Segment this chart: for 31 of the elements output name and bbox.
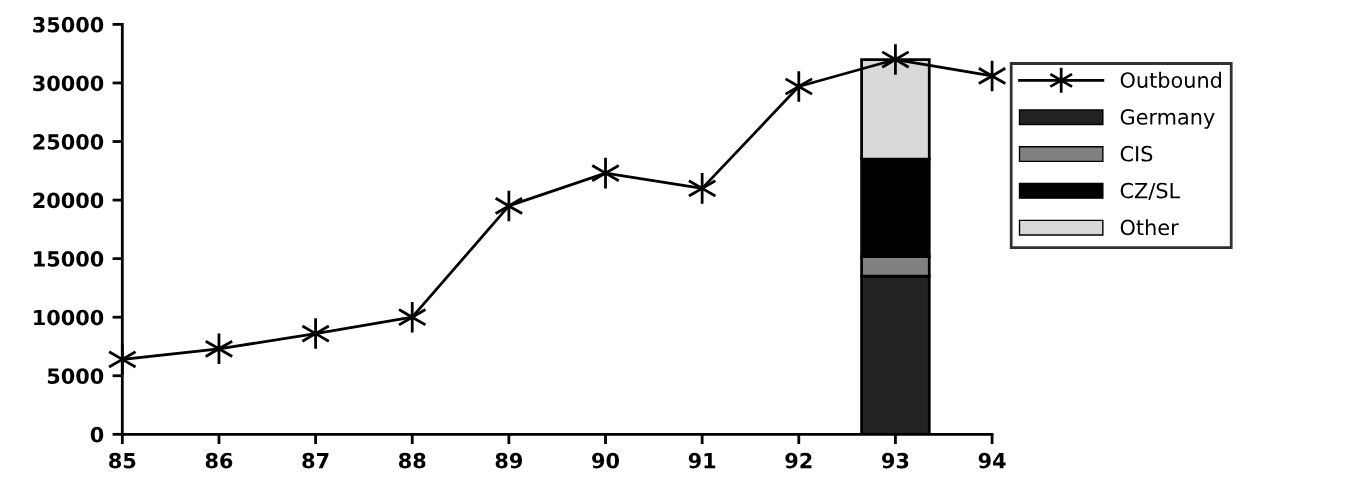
x-tick-label: 85 — [109, 452, 136, 469]
x-tick-label: 88 — [399, 452, 426, 469]
x-tick-label: 91 — [688, 452, 716, 469]
y-tick-label: 25000 — [33, 133, 104, 150]
x-tick-label: 86 — [205, 452, 233, 469]
x-tick-label: 87 — [302, 452, 329, 469]
x-tick-label: 90 — [592, 452, 620, 469]
x-tick-label: 92 — [785, 452, 812, 469]
point — [107, 342, 137, 377]
y-tick-label: 0 — [90, 426, 104, 443]
y-tick-label: 30000 — [33, 75, 104, 92]
x-tick-label: 89 — [495, 452, 523, 469]
legend-label: Outbound — [1120, 71, 1221, 88]
point — [300, 316, 331, 351]
legend-label: CZ/SL — [1120, 182, 1181, 201]
point — [880, 42, 911, 77]
legend-label: Other — [1120, 219, 1179, 236]
y-tick-label: 35000 — [33, 16, 104, 33]
point — [590, 156, 621, 190]
x-tick-label: 93 — [882, 452, 909, 469]
legend-label: Germany — [1120, 109, 1215, 129]
y-tick-label: 15000 — [34, 251, 104, 267]
y-tick-label: 10000 — [34, 309, 104, 326]
point — [687, 171, 717, 206]
point — [494, 189, 524, 223]
y-tick-label: 5000 — [47, 368, 104, 384]
point — [397, 300, 427, 334]
x-tick-label: 94 — [978, 452, 1006, 469]
legend-label: CIS — [1120, 145, 1153, 162]
y-tick-label: 20000 — [33, 192, 104, 209]
point — [784, 69, 814, 104]
